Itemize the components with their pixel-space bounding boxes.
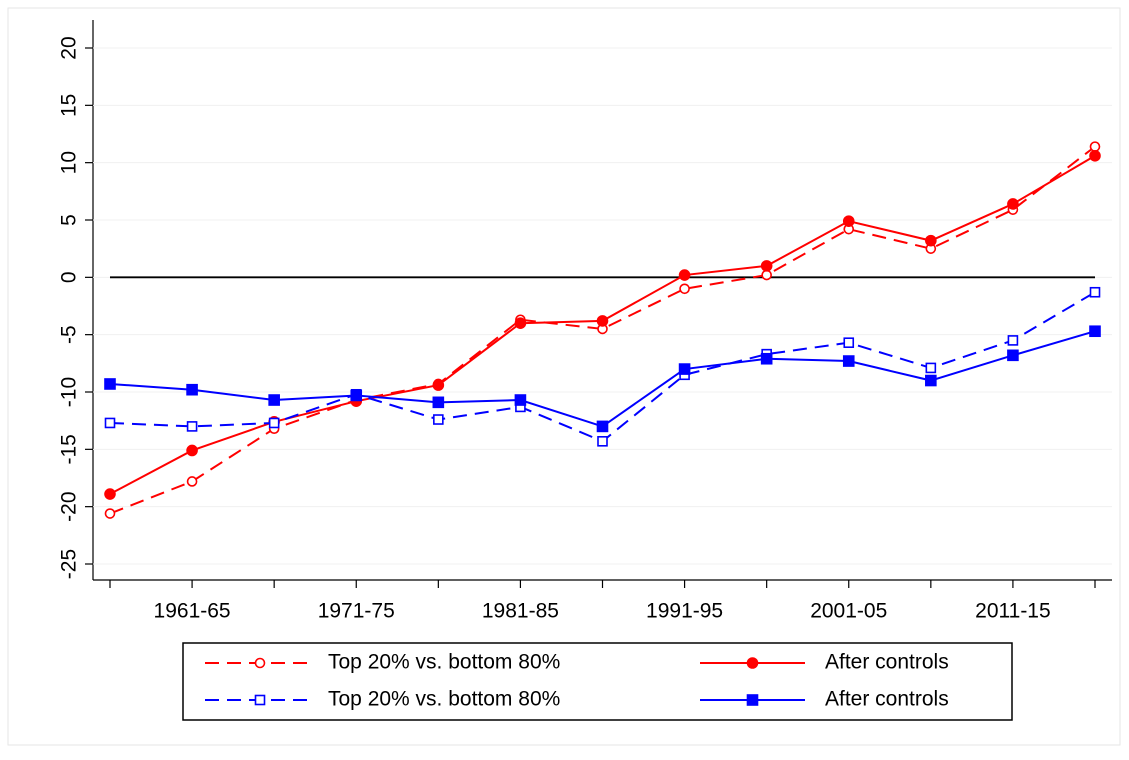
data-point [842, 215, 855, 227]
legend-label: After controls [825, 688, 949, 711]
data-point [104, 488, 116, 500]
data-point [842, 355, 855, 367]
data-point [186, 476, 198, 487]
data-point [350, 389, 363, 402]
y-tick-label: -20 [58, 491, 81, 521]
x-tick-label: 2011-15 [975, 600, 1051, 623]
data-point [432, 379, 445, 391]
data-point [596, 315, 609, 327]
legend-label: Top 20% vs. bottom 80% [328, 651, 560, 674]
data-point [760, 352, 773, 365]
data-point [268, 417, 280, 429]
data-point [925, 234, 937, 247]
data-point [104, 417, 116, 429]
y-tick-label: -15 [58, 434, 81, 464]
y-tick-label: -25 [58, 549, 81, 579]
data-point [1089, 149, 1101, 162]
y-tick-label: -10 [58, 377, 81, 407]
data-point [1089, 286, 1101, 298]
x-tick-label: 2001-05 [810, 600, 887, 623]
data-point [186, 421, 198, 432]
legend-swatch-marker [746, 657, 759, 669]
x-tick-label: 1981-85 [482, 600, 559, 623]
y-tick-label: 0 [58, 271, 81, 283]
data-point [1089, 325, 1101, 338]
data-point [514, 394, 527, 406]
y-tick-label: 20 [58, 36, 81, 59]
data-point [678, 269, 691, 281]
data-point [843, 337, 855, 348]
x-tick-label: 1971-75 [318, 600, 395, 623]
legend-label: After controls [825, 651, 949, 674]
y-tick-label: 10 [58, 151, 81, 174]
data-point [761, 269, 772, 281]
data-point [925, 374, 937, 387]
data-point [1007, 349, 1019, 362]
data-point [514, 317, 527, 330]
data-point [597, 436, 608, 447]
data-point [186, 383, 198, 396]
data-point [268, 394, 280, 406]
y-tick-label: 5 [58, 214, 81, 226]
data-point [186, 444, 198, 457]
data-point [433, 414, 444, 425]
data-point [678, 363, 691, 375]
data-point [760, 260, 773, 272]
legend-swatch-marker [746, 694, 759, 706]
legend-swatch-marker [254, 694, 266, 706]
x-tick-label: 1991-95 [646, 600, 723, 623]
y-tick-label: -5 [58, 325, 81, 344]
data-point [1089, 141, 1101, 152]
legend-label: Top 20% vs. bottom 80% [328, 688, 560, 711]
legend-box [182, 642, 1013, 721]
data-point [1007, 198, 1019, 210]
data-point [925, 362, 937, 374]
legend-swatch-marker [254, 657, 266, 669]
y-tick-label: 15 [58, 94, 81, 117]
chart-frame [7, 7, 1121, 746]
data-point [104, 508, 116, 519]
data-point [596, 420, 609, 433]
data-point [104, 378, 116, 390]
data-point [1007, 335, 1019, 346]
x-tick-label: 1961-65 [154, 600, 231, 623]
data-point [679, 283, 690, 295]
data-point [432, 396, 445, 409]
